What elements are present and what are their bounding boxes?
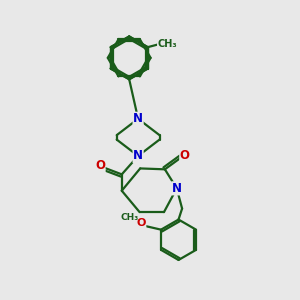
Text: CH₃: CH₃: [121, 213, 139, 222]
Text: N: N: [133, 149, 143, 162]
Text: N: N: [172, 182, 182, 195]
Text: O: O: [95, 159, 105, 172]
Text: CH₃: CH₃: [158, 39, 177, 49]
Text: O: O: [180, 149, 190, 162]
Text: N: N: [133, 112, 143, 125]
Text: O: O: [136, 218, 146, 228]
